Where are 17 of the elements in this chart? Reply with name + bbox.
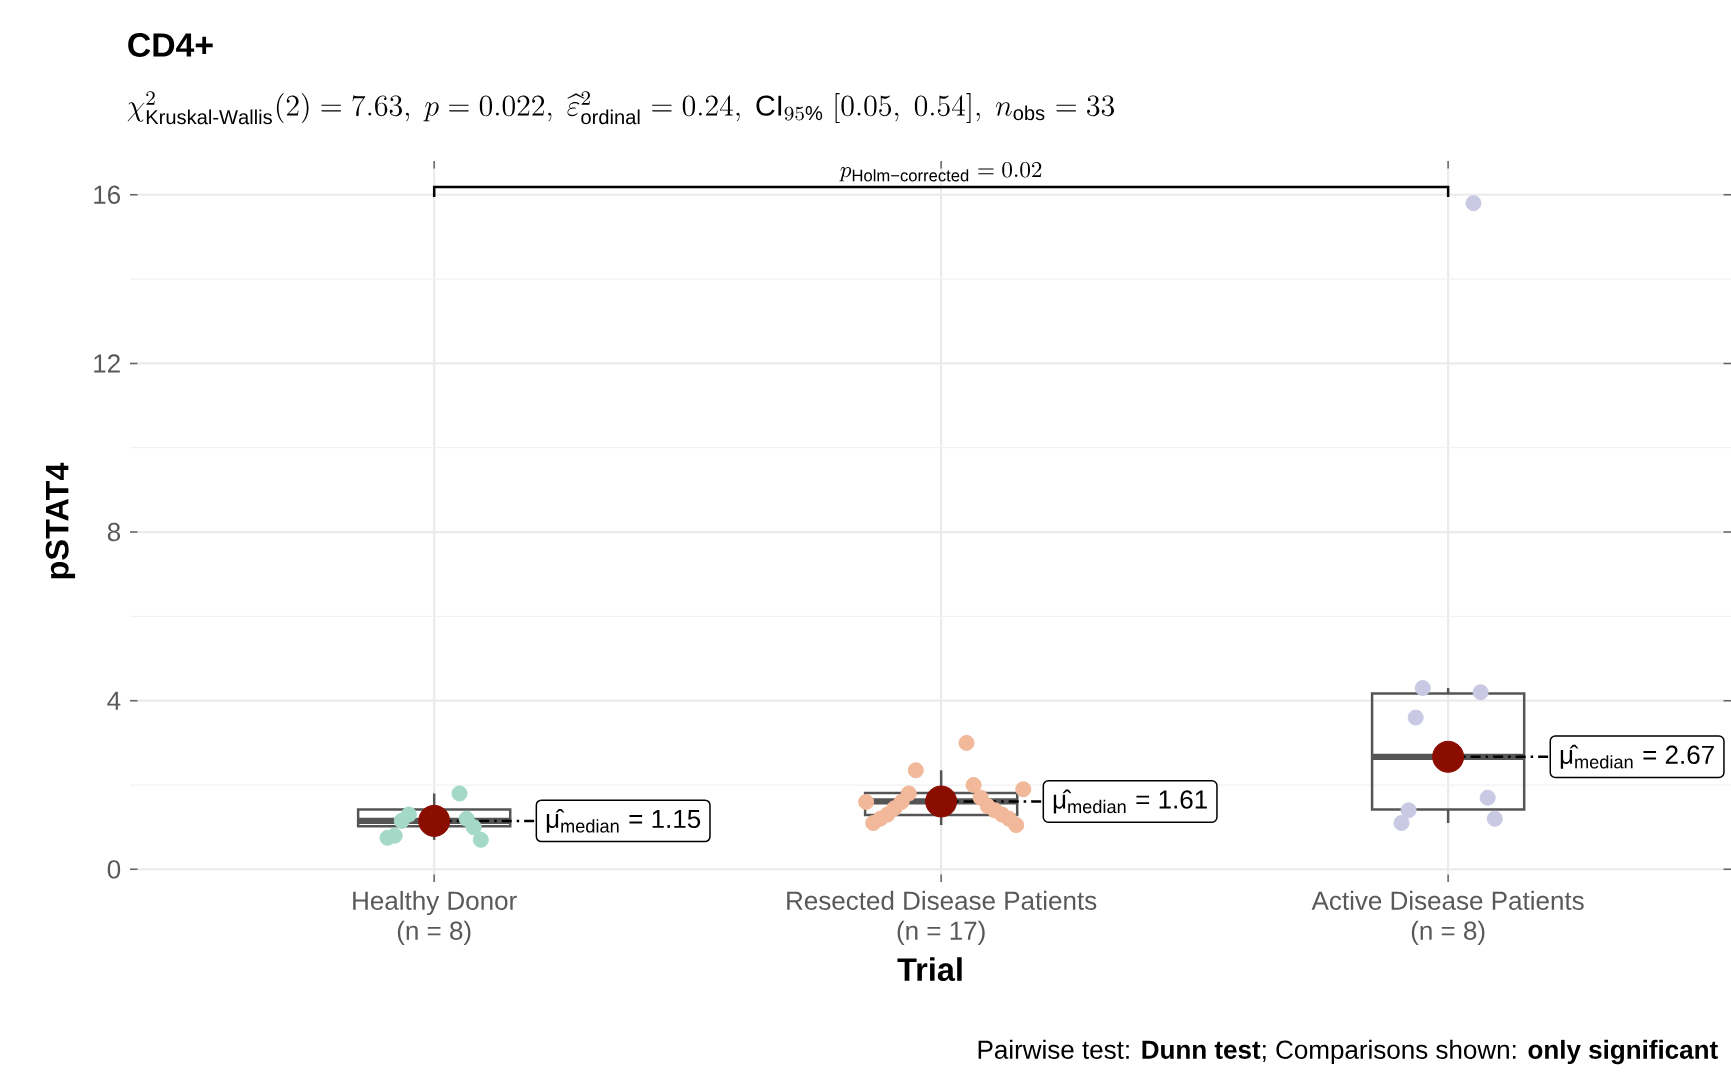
y-tick-label: 8	[107, 522, 121, 542]
annotation: μ̂$_{median}$ = 2.67	[1560, 744, 1714, 769]
y-axis-title: pSTAT4	[45, 462, 76, 579]
annotation: μ̂$_{median}$ = 1.61	[1053, 789, 1207, 814]
annotation: μ̂$_{median}$ = 1.15	[546, 808, 701, 833]
x-tick-label: Healthy Donor (n = 8)	[353, 890, 517, 946]
annotation: $p_{\mathrm{Holm\text{−}corrected}} = 0.02$	[839, 162, 1042, 182]
chart-title: CD4+	[128, 33, 213, 57]
y-tick-label: 16	[94, 185, 121, 204]
text: Pairwise test: Dunn test; Comparisons shown: only significant	[978, 1039, 1718, 1065]
y-tick-label: 0	[107, 860, 121, 879]
chart-subtitle: $\chi^{2}_{\mathrm{Kruskal\text{-}Wallis}}(2) = 7.63,\ p = 0.022,\ \widehat{\varepsilon}^{2}_{\mathrm{ordinal}} = 0.24,\ \mathrm{CI}_{95\%}\ [0.05,\ 0.54],\ n_{\mathrm{obs}} = 33$	[127, 91, 1114, 125]
x-tick-label: Resected Disease Patients (n = 17)	[787, 890, 1097, 946]
y-tick-label: 4	[107, 691, 121, 710]
x-axis-title: Trial	[897, 957, 962, 982]
y-tick-label: 12	[94, 354, 120, 373]
x-tick-label: Active Disease Patients (n = 8)	[1311, 890, 1584, 946]
